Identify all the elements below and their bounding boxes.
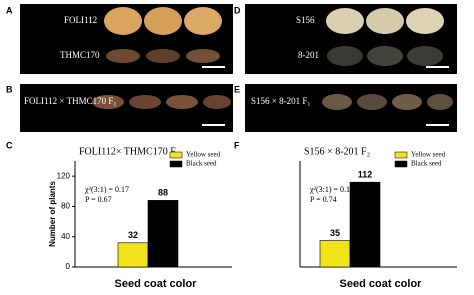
annotation: P = 0.67 <box>85 195 112 204</box>
y-tick-label: 40 <box>61 232 70 241</box>
panel-label: E <box>234 84 240 94</box>
photo-label: S156 × 8-201 F₁ <box>251 96 310 106</box>
legend-swatch <box>169 160 183 168</box>
bar <box>117 242 149 268</box>
photo-label: S156 <box>296 15 315 25</box>
photo-label: FOLI112 × THMC170 F₁ <box>24 96 116 106</box>
photo-label: THMC170 <box>60 50 100 60</box>
panel-label: F <box>234 140 240 150</box>
photo-b <box>20 84 233 132</box>
panel-label: C <box>6 140 13 150</box>
y-tick-label: 0 <box>66 262 71 271</box>
panel-label: D <box>234 5 241 15</box>
bar <box>349 181 381 268</box>
legend-label: Yellow seed <box>411 151 446 159</box>
legend-swatch <box>169 151 183 159</box>
annotation: χ²(3:1) = 0.17 <box>84 185 129 194</box>
value-label: 35 <box>330 228 340 238</box>
x-axis-label: Seed coat color <box>340 278 423 290</box>
value-label: 32 <box>128 230 138 240</box>
y-tick-label: 120 <box>57 171 71 180</box>
seeds <box>92 7 453 110</box>
photo-label: 8-201 <box>298 50 319 60</box>
legend-label: Black seed <box>411 160 442 168</box>
chart-title: S156 × 8-201 F₂ <box>304 146 370 157</box>
chart-title: FOLI112× THMC170 F₂ <box>79 146 179 157</box>
legend-label: Yellow seed <box>186 151 221 159</box>
annotation: P = 0.74 <box>310 195 337 204</box>
legend-swatch <box>394 160 408 168</box>
annotation: χ²(3:1) = 0.11 <box>309 185 354 194</box>
bar <box>319 240 351 268</box>
value-label: 88 <box>158 188 168 198</box>
legend-swatch <box>394 151 408 159</box>
photo-e <box>245 84 457 132</box>
x-axis-label: Seed coat color <box>115 278 198 290</box>
photo-label: FOLI112 <box>64 15 97 25</box>
scale-bars <box>202 66 449 126</box>
value-label: 112 <box>358 170 373 180</box>
panel-label: A <box>6 5 13 15</box>
bar <box>147 200 179 268</box>
y-axis-label: Number of plants <box>48 181 57 247</box>
y-tick-label: 80 <box>61 202 70 211</box>
legend-label: Black seed <box>186 160 217 168</box>
panel-label: B <box>6 84 13 94</box>
